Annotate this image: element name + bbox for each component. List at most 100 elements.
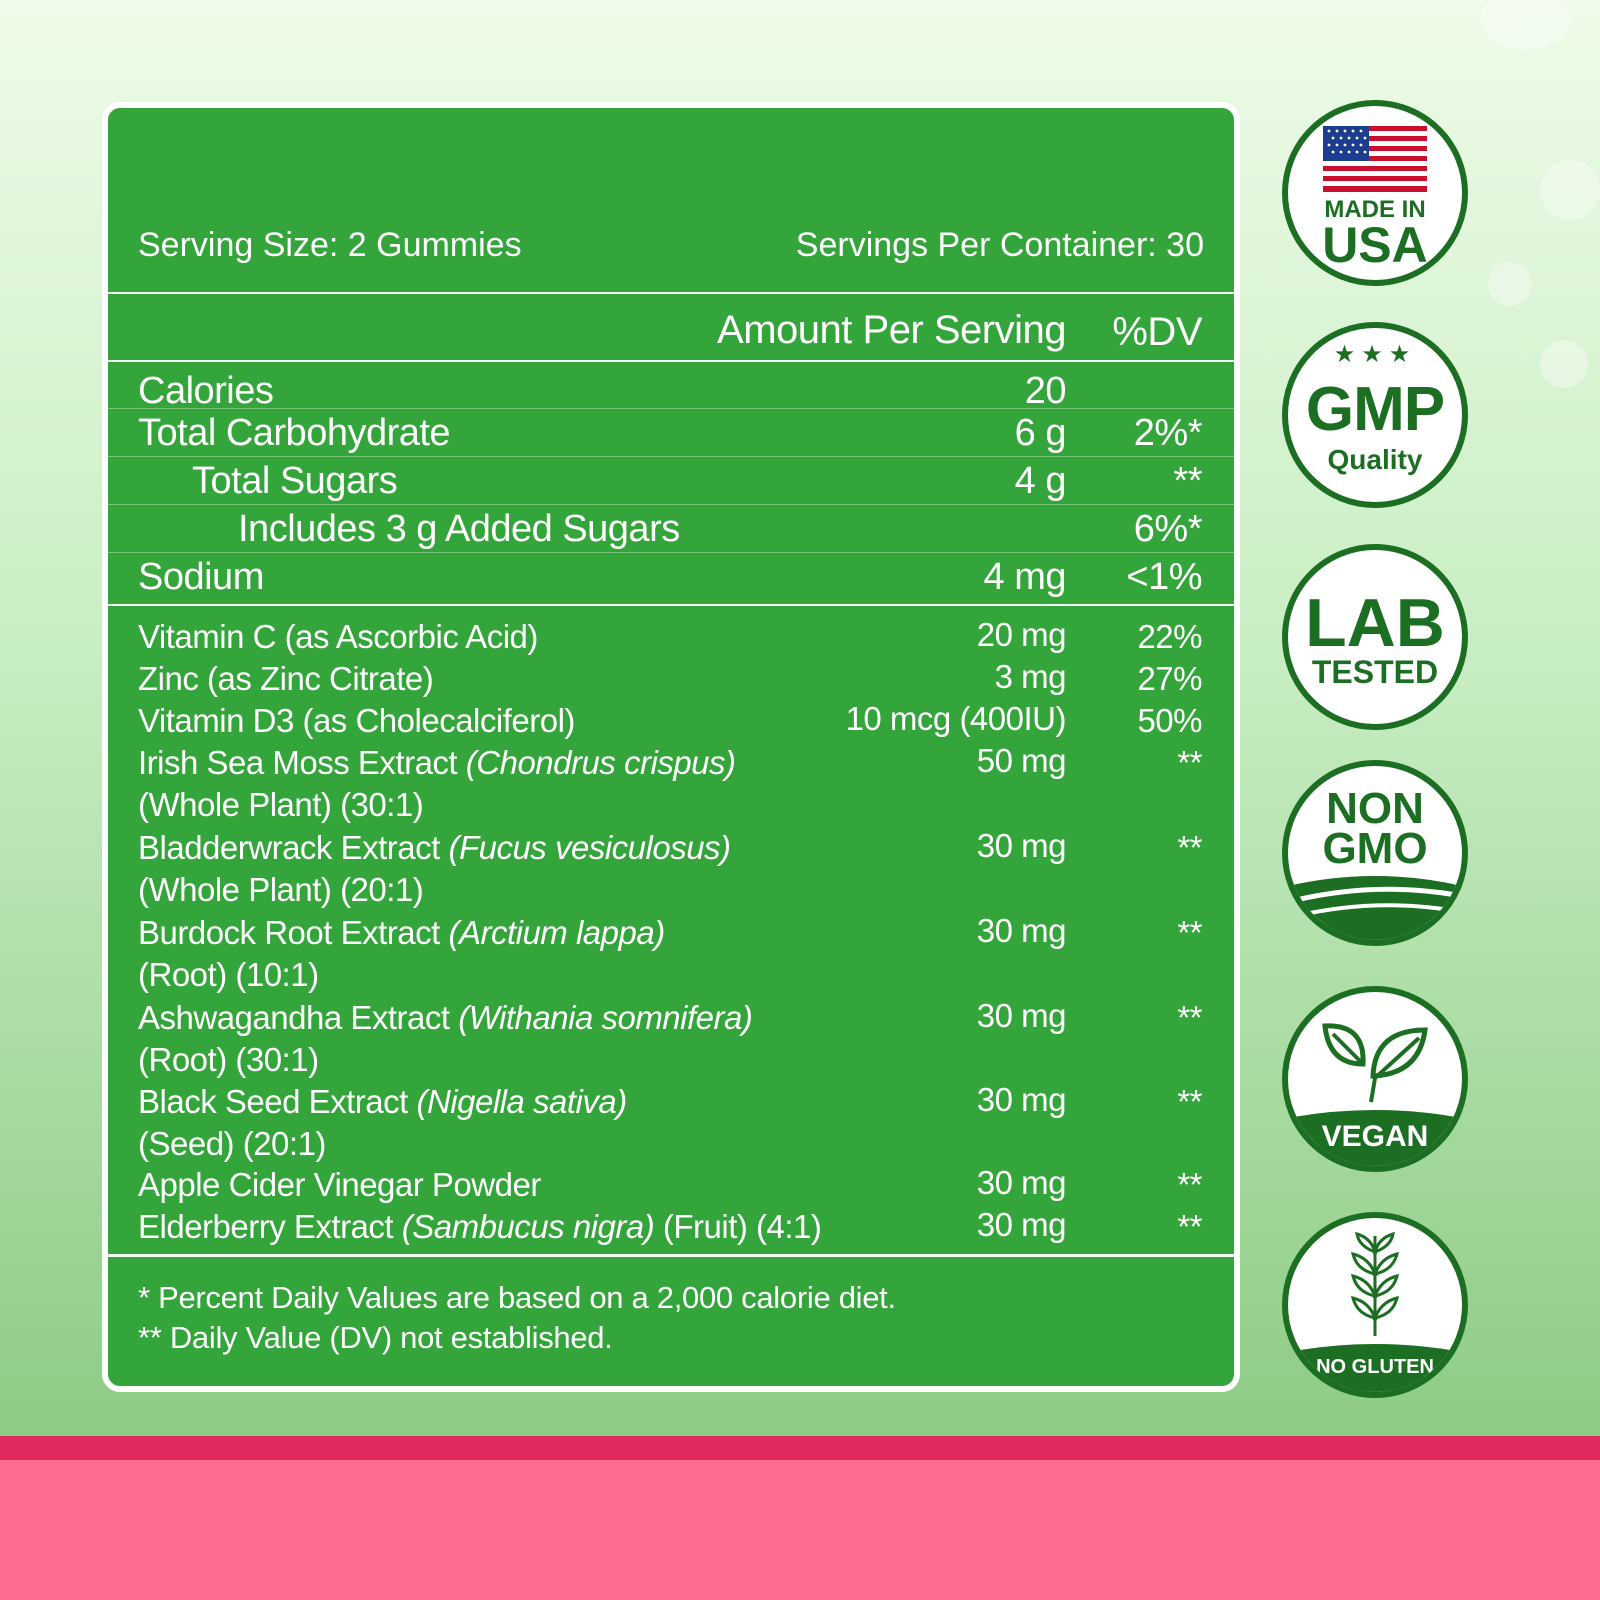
- nutrient-amount: 4 g: [1014, 460, 1067, 502]
- no-gluten-label: NO GLUTEN: [1316, 1356, 1434, 1378]
- nutrient-amount: 4 mg: [983, 556, 1067, 598]
- ingredient-amount: 20 mg: [976, 616, 1067, 653]
- ingredient-name: Vitamin C (as Ascorbic Acid): [138, 618, 538, 656]
- divider: [108, 292, 1234, 294]
- ingredient-amount: 30 mg: [976, 1206, 1067, 1243]
- non-gmo-badge: NON GMO: [1282, 760, 1468, 946]
- divider: [108, 604, 1234, 606]
- banner-shape: [1288, 1344, 1462, 1392]
- ingredient-label: Burdock Root Extract: [138, 914, 449, 951]
- banner-shape: [1288, 1110, 1462, 1166]
- gmp-label: GMP: [1305, 375, 1445, 444]
- ingredient-dv: **: [1177, 744, 1202, 781]
- nutrient-dv: <1%: [1126, 556, 1202, 598]
- ingredient-detail: (Seed) (20:1): [138, 1125, 326, 1162]
- decor-bubble: [1488, 262, 1532, 306]
- ingredient-name: Apple Cider Vinegar Powder: [138, 1166, 541, 1204]
- nutrient-name: Total Carbohydrate: [138, 412, 451, 454]
- ingredient-part: (Fruit) (4:1): [654, 1208, 822, 1245]
- ingredient-name: Bladderwrack Extract (Fucus vesiculosus): [138, 829, 731, 867]
- ingredient-dv: **: [1177, 829, 1202, 866]
- ingredient-dv: **: [1177, 1083, 1202, 1120]
- leaves-icon: [1322, 1023, 1428, 1103]
- ingredient-label: Vitamin C (as Ascorbic Acid): [138, 618, 538, 655]
- divider: [108, 360, 1234, 362]
- non-label: NON: [1326, 784, 1424, 833]
- nutrient-dv: **: [1173, 460, 1202, 502]
- ingredient-latin-name: (Arctium lappa): [448, 914, 665, 951]
- stars-icon: ★★★: [1333, 341, 1417, 368]
- nutrient-dv: 6%*: [1133, 508, 1203, 550]
- ingredient-amount: 30 mg: [976, 997, 1067, 1034]
- ingredient-label: Elderberry Extract: [138, 1208, 402, 1245]
- footnote-2: ** Daily Value (DV) not established.: [138, 1320, 613, 1355]
- ingredient-dv: **: [1177, 1208, 1202, 1245]
- ingredient-amount: 30 mg: [976, 1081, 1067, 1118]
- row-divider: [108, 504, 1234, 505]
- ingredient-dv: 22%: [1137, 618, 1202, 655]
- made-in-usa-badge: MADE IN USA: [1282, 100, 1468, 286]
- decor-bubble: [1480, 0, 1570, 50]
- nutrient-name: Total Sugars: [192, 460, 398, 502]
- ingredient-name: Burdock Root Extract (Arctium lappa): [138, 914, 665, 952]
- decor-bubble: [1540, 160, 1600, 220]
- ingredient-dv: 50%: [1137, 702, 1202, 739]
- ingredient-detail: (Root) (30:1): [138, 1041, 319, 1078]
- row-divider: [108, 408, 1234, 409]
- wheat-icon: [1350, 1232, 1400, 1336]
- ingredient-latin-name: (Fucus vesiculosus): [448, 829, 731, 866]
- ingredient-label: Irish Sea Moss Extract: [138, 744, 466, 781]
- ingredient-name: Zinc (as Zinc Citrate): [138, 660, 434, 698]
- ingredient-latin-name: (Chondrus crispus): [465, 744, 736, 781]
- tested-label: TESTED: [1311, 654, 1439, 690]
- dv-header: %DV: [1112, 310, 1202, 354]
- ingredient-amount: 50 mg: [976, 742, 1067, 779]
- no-gluten-badge: NO GLUTEN: [1282, 1212, 1468, 1398]
- ingredient-amount: 30 mg: [976, 827, 1067, 864]
- ingredient-dv: **: [1177, 1166, 1202, 1203]
- servings-per-container: Servings Per Container: 30: [795, 226, 1204, 264]
- made-in-label: MADE IN: [1324, 196, 1426, 223]
- ingredient-dv: **: [1177, 914, 1202, 951]
- ingredient-label: Zinc (as Zinc Citrate): [138, 660, 434, 697]
- row-divider: [108, 456, 1234, 457]
- bottom-band-pink: [0, 1460, 1600, 1600]
- nutrient-dv: 2%*: [1133, 412, 1203, 454]
- ingredient-label: Ashwagandha Extract: [138, 999, 459, 1036]
- usa-label: USA: [1322, 217, 1428, 273]
- vegan-badge: VEGAN: [1282, 986, 1468, 1172]
- ingredient-detail: (Whole Plant) (20:1): [138, 871, 424, 908]
- footnote-1: * Percent Daily Values are based on a 2,…: [138, 1280, 896, 1315]
- nutrient-name: Sodium: [138, 556, 264, 598]
- ingredient-latin-name: (Nigella sativa): [416, 1083, 627, 1120]
- row-divider: [108, 552, 1234, 553]
- gmo-label: GMO: [1322, 824, 1428, 873]
- serving-size: Serving Size: 2 Gummies: [138, 226, 522, 264]
- ingredient-label: Black Seed Extract: [138, 1083, 417, 1120]
- ingredient-detail: (Root) (10:1): [138, 956, 319, 993]
- ingredient-amount: 10 mcg (400IU): [845, 700, 1067, 737]
- nutrient-name: Includes 3 g Added Sugars: [238, 508, 680, 550]
- ingredient-dv: 27%: [1137, 660, 1202, 697]
- us-flag-icon: [1323, 126, 1427, 192]
- ingredient-detail: (Whole Plant) (30:1): [138, 786, 424, 823]
- quality-label: Quality: [1327, 444, 1423, 475]
- ingredient-name: Vitamin D3 (as Cholecalciferol): [138, 702, 575, 740]
- ingredient-latin-name: (Sambucus nigra): [401, 1208, 655, 1245]
- ingredient-amount: 30 mg: [976, 912, 1067, 949]
- ingredient-latin-name: (Withania somnifera): [458, 999, 753, 1036]
- nutrient-amount: 6 g: [1014, 412, 1067, 454]
- ingredient-amount: 3 mg: [994, 658, 1067, 695]
- ingredient-name: Ashwagandha Extract (Withania somnifera): [138, 999, 753, 1037]
- ingredient-name: Irish Sea Moss Extract (Chondrus crispus…: [138, 744, 736, 782]
- nutrient-name: Calories: [138, 370, 274, 412]
- ingredient-label: Bladderwrack Extract: [138, 829, 449, 866]
- bottom-band-dark: [0, 1436, 1600, 1462]
- divider: [108, 1254, 1234, 1257]
- field-icon: [1288, 876, 1462, 940]
- nutrient-amount: 20: [1024, 370, 1067, 412]
- lab-label: LAB: [1305, 585, 1445, 661]
- vegan-label: VEGAN: [1321, 1120, 1429, 1153]
- ingredient-label: Vitamin D3 (as Cholecalciferol): [138, 702, 575, 739]
- amount-per-serving-header: Amount Per Serving: [717, 308, 1066, 352]
